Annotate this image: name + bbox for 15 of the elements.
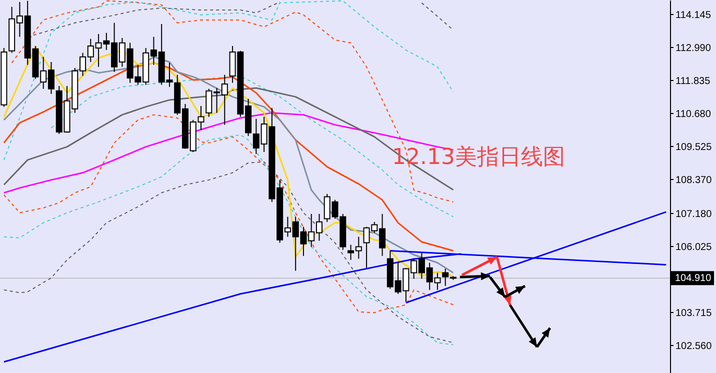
y-tick-label: 106.025: [676, 242, 712, 253]
y-tick-label: 111.835: [676, 76, 711, 87]
y-tick-label: 103.715: [676, 308, 712, 319]
y-tick-label: 108.370: [676, 174, 712, 186]
line-series: [11, 0, 454, 202]
line-series: [50, 75, 454, 218]
y-tick-label: 109.525: [676, 142, 712, 153]
ref-line-label: 104.910: [675, 273, 712, 284]
y-tick-label: 107.180: [676, 208, 712, 220]
y-tick-label: 110.680: [676, 108, 712, 120]
y-tick-label: 112.990: [676, 42, 712, 54]
line-series: [3, 112, 454, 194]
y-tick-label: 102.560: [676, 340, 712, 352]
line-series: [3, 114, 454, 314]
y-tick-label: 114.145: [676, 10, 712, 21]
